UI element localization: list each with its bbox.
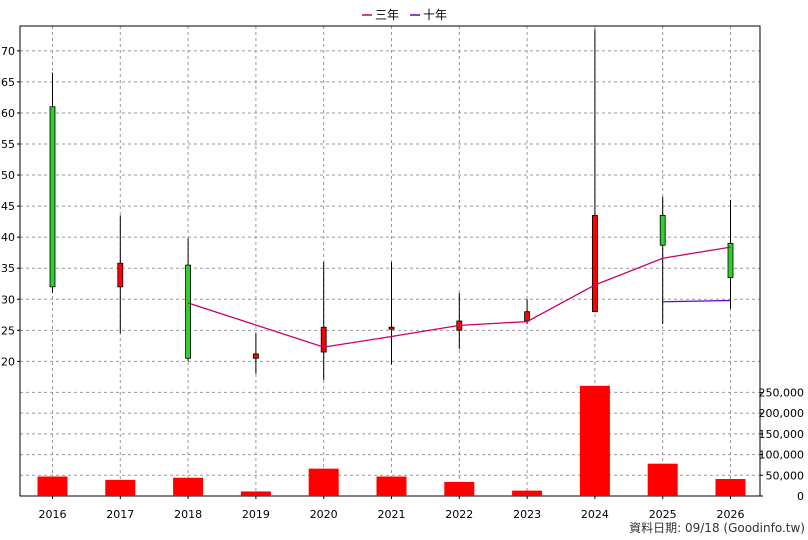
- x-tick-label: 2026: [717, 508, 745, 521]
- price-tick-label: 70: [1, 45, 15, 58]
- price-tick-label: 40: [1, 231, 15, 244]
- volume-axis-ticks: 0 50,000 100,000 150,000 200,000 250,000: [759, 386, 805, 503]
- price-tick-label: 30: [1, 293, 15, 306]
- volume-tick-label: 250,000: [759, 386, 805, 399]
- candle-body-2024: [592, 215, 598, 313]
- volume-tick-label: 0: [797, 490, 804, 503]
- candle-body-2017: [117, 262, 124, 288]
- price-axis-ticks: 20 25 30 35 40 45 50 55 60 65 70: [1, 45, 20, 368]
- price-tick-label: 65: [1, 76, 15, 89]
- x-tick-label: 2019: [242, 508, 270, 521]
- candle-body-2025: [659, 215, 666, 246]
- price-tick-label: 35: [1, 262, 15, 275]
- legend-label: 十年: [423, 8, 447, 22]
- x-tick-label: 2022: [445, 508, 473, 521]
- volume-bar-2026: [715, 479, 746, 496]
- legend-label: 三年: [375, 8, 399, 22]
- price-tick-label: 45: [1, 200, 15, 213]
- volume-bars: [37, 385, 746, 496]
- x-tick-label: 2016: [39, 508, 67, 521]
- volume-bar-2017: [105, 479, 136, 496]
- price-tick-label: 50: [1, 169, 15, 182]
- moving-average-lines: [187, 246, 731, 348]
- volume-bar-2025: [647, 463, 678, 496]
- volume-bar-2024: [579, 385, 610, 496]
- candle-body-2019: [252, 353, 259, 359]
- volume-bar-2018: [173, 477, 204, 496]
- volume-bar-2023: [512, 490, 543, 496]
- candle-body-2026: [727, 242, 734, 278]
- price-tick-label: 55: [1, 138, 15, 151]
- candles: [49, 29, 734, 380]
- x-axis-ticks: 2016 2017 2018 2019 2020 2021 2022 2023 2024 2025…: [39, 496, 745, 521]
- line-three-year: [187, 246, 731, 348]
- candle-body-2023: [524, 311, 530, 322]
- volume-tick-label: 200,000: [759, 407, 805, 420]
- volume-bar-2020: [308, 468, 339, 496]
- candle-body-2016: [49, 106, 56, 288]
- volume-bar-2022: [444, 481, 475, 496]
- x-tick-label: 2020: [310, 508, 338, 521]
- x-tick-label: 2024: [581, 508, 609, 521]
- volume-tick-label: 100,000: [759, 449, 805, 462]
- x-tick-label: 2017: [106, 508, 134, 521]
- volume-bar-2016: [37, 476, 68, 496]
- footer-text: 資料日期: 09/18 (Goodinfo.tw): [629, 521, 805, 535]
- x-tick-label: 2023: [513, 508, 541, 521]
- candle-body-2021: [388, 326, 395, 330]
- volume-bar-2021: [376, 476, 407, 496]
- x-tick-label: 2025: [649, 508, 677, 521]
- candle-body-2020: [320, 326, 327, 353]
- price-tick-label: 60: [1, 107, 15, 120]
- price-tick-label: 25: [1, 324, 15, 337]
- line-ten-year: [662, 299, 731, 303]
- candle-body-2018: [185, 264, 192, 359]
- volume-tick-label: 150,000: [759, 428, 805, 441]
- x-tick-label: 2021: [378, 508, 406, 521]
- x-tick-label: 2018: [174, 508, 202, 521]
- legend: 三年 十年: [362, 8, 447, 22]
- price-tick-label: 20: [1, 355, 15, 368]
- volume-tick-label: 50,000: [766, 469, 805, 482]
- volume-bar-2019: [240, 491, 271, 496]
